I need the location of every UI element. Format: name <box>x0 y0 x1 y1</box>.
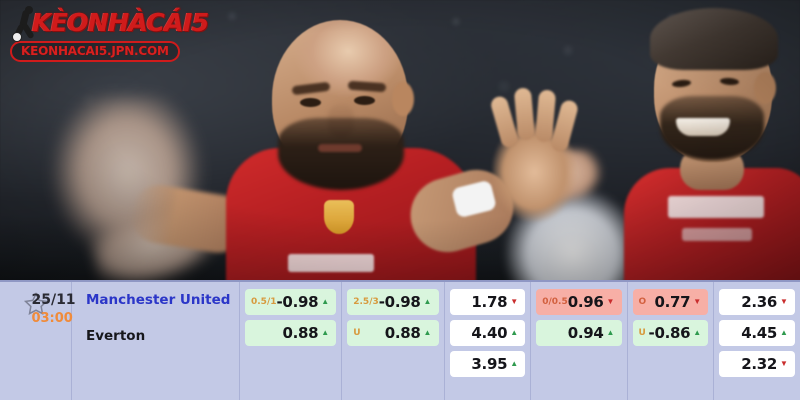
site-logo-wordmark: KÈONHÀCÁI5 <box>10 6 209 42</box>
odds-cell-one-x-two-row2[interactable]: 4.40 ▲ <box>449 320 526 346</box>
handicap-label: 2.5/3 <box>353 297 379 307</box>
odds-column-over-under-1: 0/0.5 0.96 ▼ 0.94 ▲ <box>531 282 628 400</box>
away-team-name[interactable]: Everton <box>86 328 146 344</box>
site-logo-url: KEONHACAI5.JPN.COM <box>10 41 180 62</box>
odds-column-one-x-two: 1.78 ▼ 4.40 ▲ 3.95 ▲ <box>445 282 532 400</box>
site-logo[interactable]: KÈONHÀCÁI5 KEONHACAI5.JPN.COM <box>10 6 209 68</box>
trend-down-icon: ▼ <box>510 297 519 306</box>
match-time: 03:00 <box>31 311 73 326</box>
main-player-figure <box>126 8 584 285</box>
trend-down-icon: ▼ <box>780 297 788 306</box>
trend-down-icon: ▼ <box>780 359 788 368</box>
odds-value: 0.96 <box>567 293 604 311</box>
match-datetime: 25/11 03:00 <box>31 293 75 327</box>
jersey-sponsor-text <box>288 254 374 272</box>
handicap-label: 0/0.5 <box>542 297 568 307</box>
odds-value: 3.95 <box>471 355 508 373</box>
right-jersey-sponsor-sub <box>682 228 752 241</box>
odds-cell-over-under-2-row1[interactable]: O 0.77 ▼ <box>632 289 709 315</box>
odds-value: -0.98 <box>276 293 319 311</box>
favorite-and-time-column: 25/11 03:00 <box>0 282 76 400</box>
odds-value: 0.94 <box>567 324 604 342</box>
teams-column: Manchester United Everton <box>72 282 240 400</box>
photo-vignette <box>0 0 800 285</box>
odds-value: 1.78 <box>471 293 508 311</box>
right-player-hair <box>650 8 778 70</box>
site-logo-text: KÈONHÀCÁI5 <box>32 8 209 37</box>
trend-up-icon: ▲ <box>321 328 330 337</box>
odds-column-over-under-2: O 0.77 ▼ U -0.86 ▲ <box>628 282 715 400</box>
odds-cell-one-x-two-row1[interactable]: 1.78 ▼ <box>449 289 526 315</box>
odds-value: -0.86 <box>648 324 691 342</box>
handicap-label: U <box>353 328 361 338</box>
odds-cell-over-under-2-row2[interactable]: U -0.86 ▲ <box>632 320 709 346</box>
match-hero-photo: KÈONHÀCÁI5 KEONHACAI5.JPN.COM <box>0 0 800 285</box>
odds-cell-handicap-1-row3 <box>245 351 336 377</box>
odds-cell-handicap-2-row3 <box>347 351 438 377</box>
trend-up-icon: ▲ <box>606 328 615 337</box>
odds-cell-over-under-1-row1[interactable]: 0/0.5 0.96 ▼ <box>536 289 622 315</box>
trend-down-icon: ▼ <box>606 297 615 306</box>
handicap-label: 0.5/1 <box>251 297 277 307</box>
main-player-ear <box>392 82 414 116</box>
odds-cell-handicap-2-row1[interactable]: 2.5/3 -0.98 ▲ <box>347 289 439 315</box>
odds-value: 0.77 <box>654 293 691 311</box>
main-player-beard <box>278 118 404 190</box>
trend-up-icon: ▲ <box>321 297 330 306</box>
odds-cell-over-under-1-row3 <box>536 351 621 377</box>
trend-down-icon: ▼ <box>693 297 702 306</box>
right-player-ear <box>754 72 776 104</box>
right-player-smile <box>676 118 730 136</box>
odds-value: 4.45 <box>741 324 778 342</box>
right-player-figure <box>624 0 800 285</box>
footballer-kick-icon <box>12 6 38 42</box>
trend-up-icon: ▲ <box>423 297 432 306</box>
odds-cell-handicap-2-row2[interactable]: U 0.88 ▲ <box>347 320 439 346</box>
odds-column-handicap-1: 0.5/1 -0.98 ▲ 0.88 ▲ <box>240 282 343 400</box>
main-player-eye-right <box>354 96 375 105</box>
main-player-mouth <box>318 144 362 152</box>
star-outline-icon[interactable] <box>23 291 49 317</box>
odds-value: -0.98 <box>378 293 421 311</box>
odds-column-handicap-2: 2.5/3 -0.98 ▲ U 0.88 ▲ <box>342 282 445 400</box>
trend-up-icon: ▲ <box>510 328 519 337</box>
odds-value: 2.36 <box>741 293 778 311</box>
odds-cell-extra-odds-row1[interactable]: 2.36 ▼ <box>719 289 796 315</box>
trend-up-icon: ▲ <box>693 328 702 337</box>
odds-cell-one-x-two-row3[interactable]: 3.95 ▲ <box>449 351 526 377</box>
odds-cell-handicap-1-row1[interactable]: 0.5/1 -0.98 ▲ <box>245 289 337 315</box>
trend-up-icon: ▲ <box>510 359 519 368</box>
odds-cell-handicap-1-row2[interactable]: 0.88 ▲ <box>245 320 337 346</box>
main-player-eye-left <box>300 98 321 107</box>
odds-value: 0.88 <box>282 324 319 342</box>
match-date: 25/11 <box>31 292 76 308</box>
odds-cell-extra-odds-row3[interactable]: 2.32 ▼ <box>719 351 796 377</box>
handicap-label: U <box>638 328 646 338</box>
odds-cell-extra-odds-row2[interactable]: 4.45 ▲ <box>719 320 796 346</box>
odds-column-extra-odds: 2.36 ▼ 4.45 ▲ 2.32 ▼ <box>714 282 800 400</box>
trend-up-icon: ▲ <box>423 328 432 337</box>
odds-cell-over-under-1-row2[interactable]: 0.94 ▲ <box>536 320 622 346</box>
odds-value: 2.32 <box>741 355 778 373</box>
trend-up-icon: ▲ <box>780 328 788 337</box>
odds-panel: 25/11 03:00 Manchester United Everton 0.… <box>0 280 800 400</box>
handicap-label: O <box>638 297 647 307</box>
home-team-name[interactable]: Manchester United <box>86 292 231 308</box>
club-crest-icon <box>324 200 354 234</box>
odds-cell-over-under-2-row3 <box>633 351 709 377</box>
right-jersey-sponsor-text <box>668 196 764 218</box>
odds-value: 0.88 <box>384 324 421 342</box>
odds-value: 4.40 <box>471 324 508 342</box>
